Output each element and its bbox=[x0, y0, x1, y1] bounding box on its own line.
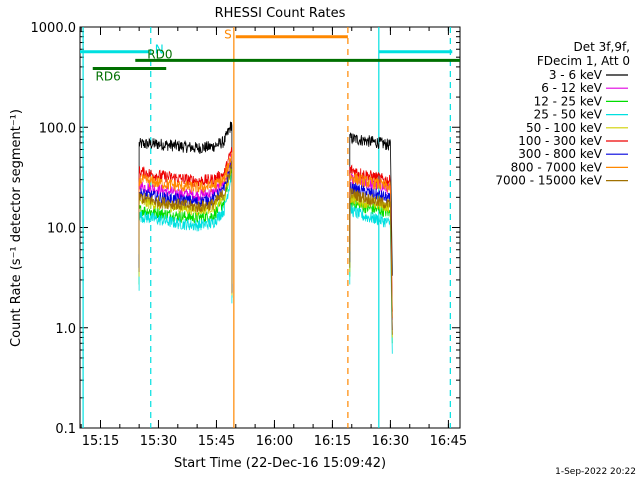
chart-title: RHESSI Count Rates bbox=[215, 6, 346, 21]
series-3-6-keV bbox=[138, 121, 393, 276]
series-trace bbox=[138, 161, 233, 296]
series-trace bbox=[349, 188, 393, 335]
legend-entry-label: 100 - 300 keV bbox=[518, 134, 602, 148]
plot-frame bbox=[79, 26, 461, 429]
series-trace bbox=[138, 173, 233, 304]
legend-entry-label: 300 - 800 keV bbox=[518, 147, 602, 161]
y-tick-label: 0.1 bbox=[55, 422, 76, 437]
flag-label: RD6 bbox=[96, 70, 121, 84]
y-tick-label: 10.0 bbox=[47, 222, 76, 237]
y-tick-label: 100.0 bbox=[39, 121, 76, 136]
y-tick-label: 1.0 bbox=[55, 322, 76, 337]
x-tick-label: 16:00 bbox=[256, 434, 293, 449]
y-tick-label: 1000.0 bbox=[31, 21, 77, 36]
x-tick-label: 16:30 bbox=[372, 434, 409, 449]
flag-label: RD0 bbox=[147, 47, 172, 61]
legend-header-line-2: FDecim 1, Att 0 bbox=[537, 54, 630, 68]
legend-entry-label: 7000 - 15000 keV bbox=[495, 174, 602, 188]
x-axis-label: Start Time (22-Dec-16 15:09:42) bbox=[174, 456, 386, 471]
series-trace bbox=[138, 152, 233, 284]
legend-entry-label: 50 - 100 keV bbox=[526, 121, 603, 135]
series-trace bbox=[138, 152, 233, 288]
legend-entry-label: 25 - 50 keV bbox=[534, 108, 603, 122]
flag-label: S bbox=[224, 28, 232, 42]
x-tick-label: 16:45 bbox=[430, 434, 467, 449]
series-trace bbox=[349, 204, 393, 354]
series-trace bbox=[138, 165, 233, 298]
series-7000-15000-keV bbox=[138, 160, 393, 335]
x-tick-label: 15:15 bbox=[82, 434, 119, 449]
legend-header-line-1: Det 3f,9f, bbox=[574, 40, 631, 54]
x-tick-label: 16:15 bbox=[314, 434, 351, 449]
series-trace bbox=[349, 173, 393, 319]
series-trace bbox=[138, 160, 233, 294]
legend-entry-label: 6 - 12 keV bbox=[541, 81, 603, 95]
flag-label: N bbox=[155, 43, 164, 57]
series-100-300-keV bbox=[138, 147, 393, 312]
x-tick-label: 15:45 bbox=[198, 434, 235, 449]
footer-date: 1-Sep-2022 20:22 bbox=[555, 467, 636, 477]
series-25-50-keV bbox=[138, 173, 393, 354]
series-trace bbox=[138, 121, 233, 254]
series-trace bbox=[349, 132, 393, 276]
legend-entry-label: 12 - 25 keV bbox=[534, 94, 603, 108]
legend-entry-label: 800 - 7000 keV bbox=[511, 160, 603, 174]
y-axis-label: Count Rate (s⁻¹ detector segment⁻¹) bbox=[9, 109, 24, 347]
x-tick-label: 15:30 bbox=[140, 434, 177, 449]
plot-area: 0.1 1.0 10.0 100.0 1000.0 15:15 15:30 15:45 16:0… bbox=[31, 21, 468, 449]
legend-entry-label: 3 - 6 keV bbox=[549, 68, 603, 82]
series-800-7000-keV bbox=[138, 152, 393, 319]
